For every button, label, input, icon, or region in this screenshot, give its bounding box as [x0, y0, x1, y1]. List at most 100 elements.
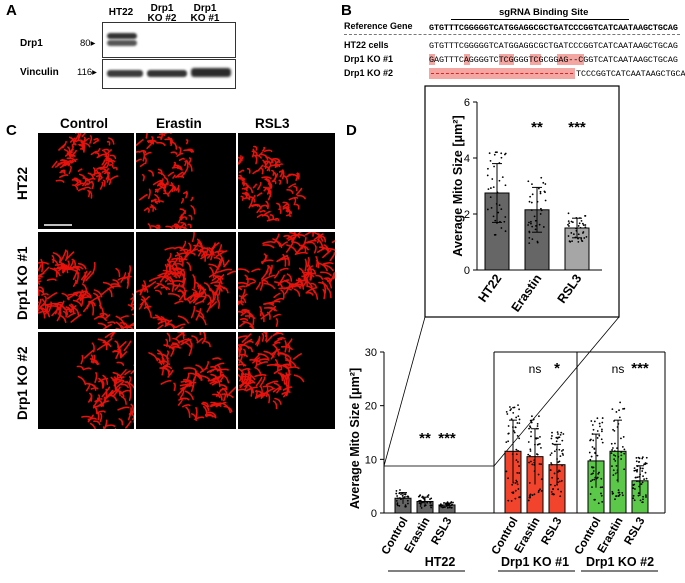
- inset-point: [542, 181, 545, 184]
- point: [510, 418, 513, 421]
- point: [518, 437, 521, 440]
- inset-point: [534, 228, 537, 231]
- point: [591, 424, 594, 426]
- point: [551, 431, 553, 434]
- point: [560, 431, 563, 434]
- point: [596, 417, 599, 420]
- main-ytick-label: 10: [365, 454, 377, 466]
- zoom-line-left: [383, 316, 426, 467]
- inset-point: [580, 239, 583, 242]
- point: [550, 462, 553, 464]
- point: [557, 471, 559, 473]
- point: [550, 491, 553, 493]
- inset-point: [567, 235, 570, 237]
- point: [427, 494, 430, 496]
- point: [596, 430, 599, 432]
- point: [642, 475, 644, 478]
- inset-point: [531, 225, 534, 228]
- point: [601, 441, 604, 444]
- point: [515, 459, 518, 462]
- point: [440, 505, 443, 508]
- point: [621, 445, 624, 448]
- xtick-label-2-rsl3: RSL3: [623, 516, 648, 547]
- point: [518, 472, 521, 474]
- point: [611, 408, 614, 411]
- point: [515, 479, 518, 482]
- point: [645, 456, 648, 459]
- point: [557, 433, 559, 435]
- inset-point: [540, 209, 543, 212]
- inset-point: [486, 208, 489, 211]
- point: [558, 469, 560, 472]
- panel-label-b: B: [341, 2, 352, 19]
- inset-point: [504, 152, 507, 155]
- point: [620, 454, 623, 457]
- inset-point: [584, 226, 587, 229]
- point: [540, 490, 543, 492]
- point: [536, 425, 539, 427]
- seq-ko1: GAGTTTCAGGGGTCTCGGGGTCGCGGAG--CGGTCATCAA…: [429, 55, 678, 65]
- point: [614, 472, 617, 475]
- inset-point: [567, 212, 570, 215]
- seq-ht22: GTGTTTCGGGGGTCATGGAGGCGCTGATCCCGGTCATCAA…: [429, 41, 678, 51]
- point: [395, 490, 398, 492]
- point: [531, 415, 533, 418]
- row-label-ko1: Drp1 KO #1: [344, 54, 394, 64]
- point: [633, 469, 636, 472]
- inset-point: [583, 237, 586, 239]
- inset-point: [500, 208, 503, 211]
- group-label-1: Drp1 KO #1: [501, 555, 569, 569]
- point: [515, 416, 518, 419]
- inset-point: [487, 188, 490, 190]
- inset-point: [498, 204, 501, 207]
- inset-point: [489, 160, 492, 162]
- point: [554, 484, 556, 487]
- point: [517, 449, 519, 452]
- point: [636, 480, 638, 483]
- inset-point: [530, 201, 533, 204]
- inset-point: [577, 233, 580, 236]
- point: [506, 413, 509, 415]
- inset-point: [490, 207, 493, 209]
- point: [396, 497, 399, 500]
- point: [592, 470, 595, 472]
- inset-point: [568, 225, 570, 227]
- point: [589, 493, 592, 495]
- sig-1-1: ns: [529, 362, 542, 376]
- inset-point: [529, 195, 532, 198]
- seq-reference: GTGTTTCGGGGGTCATGGAGGCGCTGATCCCGGTCATCAA…: [429, 23, 678, 33]
- point: [590, 455, 593, 458]
- point: [597, 502, 600, 505]
- point: [512, 406, 515, 409]
- inset-y-label: Average Mito Size [μm²]: [451, 115, 465, 256]
- point: [536, 443, 539, 446]
- point: [558, 480, 561, 483]
- point: [447, 504, 450, 507]
- point: [538, 463, 541, 465]
- point: [404, 504, 407, 507]
- main-ytick-label: 30: [365, 347, 377, 359]
- point: [404, 495, 406, 498]
- point: [552, 488, 554, 491]
- point: [616, 447, 618, 450]
- point: [528, 427, 530, 430]
- inset-point: [527, 224, 530, 226]
- sgrna-header: sgRNA Binding Site: [499, 7, 589, 18]
- point: [530, 421, 533, 424]
- point: [515, 448, 518, 451]
- point: [417, 495, 420, 498]
- inset-point: [571, 221, 574, 224]
- col-title-erastin: Erastin: [156, 116, 202, 131]
- inset-point: [542, 226, 545, 228]
- inset-point: [578, 222, 581, 225]
- point: [533, 493, 536, 496]
- point: [557, 488, 560, 491]
- inset-point: [540, 207, 542, 210]
- point: [540, 446, 542, 449]
- panel-label-d: D: [346, 122, 357, 139]
- point: [446, 506, 449, 509]
- blot-vinculin: [102, 59, 236, 89]
- inset-point: [528, 200, 531, 203]
- inset-ytick-label: 2: [464, 209, 470, 221]
- point: [635, 460, 638, 463]
